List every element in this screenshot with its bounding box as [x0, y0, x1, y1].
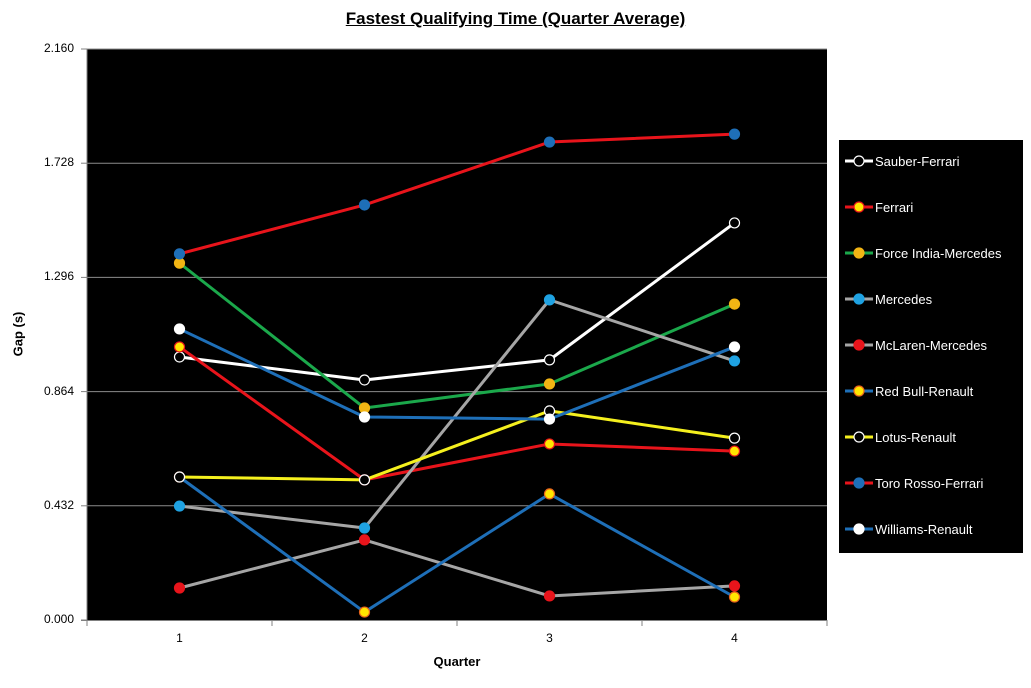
legend-marker-icon	[845, 335, 873, 355]
legend: Sauber-Ferrari Ferrari Force India-Mercede…	[839, 140, 1023, 553]
data-point-marker	[728, 355, 741, 367]
data-point-marker	[173, 471, 186, 483]
series-line	[179, 132, 735, 256]
series-line	[178, 261, 736, 410]
series-line	[178, 345, 735, 482]
data-point-marker	[358, 474, 371, 486]
data-point-marker	[358, 411, 371, 423]
y-tick-label: 0.432	[43, 497, 74, 512]
data-point-marker	[728, 298, 741, 310]
data-point-marker	[728, 432, 741, 444]
data-point-marker	[728, 580, 741, 592]
data-point-marker	[173, 341, 186, 353]
x-tick-label: 2	[361, 631, 368, 645]
data-point-marker	[173, 500, 186, 512]
data-point-marker	[543, 136, 556, 148]
x-tick-label: 3	[546, 631, 553, 645]
plot-area	[87, 49, 827, 620]
y-tick-label: 2.160	[43, 41, 74, 55]
data-point-marker	[543, 590, 556, 602]
data-point-marker	[358, 534, 371, 546]
series-line	[178, 327, 736, 421]
legend-marker-icon	[845, 243, 873, 263]
data-point-marker	[728, 128, 741, 140]
data-point-marker	[358, 199, 371, 211]
legend-item[interactable]: Ferrari	[845, 197, 913, 217]
legend-item[interactable]: McLaren-Mercedes	[845, 335, 987, 355]
chart-title: Fastest Qualifying Time (Quarter Average…	[345, 9, 686, 28]
legend-label: Force India-Mercedes	[875, 245, 1002, 261]
legend-label: McLaren-Mercedes	[875, 337, 987, 353]
series-line	[179, 298, 735, 530]
data-point-marker	[173, 351, 186, 363]
series-line	[178, 475, 736, 614]
legend-marker-icon	[845, 197, 873, 217]
data-point-marker	[358, 522, 371, 534]
data-point-marker	[728, 217, 741, 229]
data-point-marker	[358, 374, 371, 386]
data-point-marker	[543, 378, 556, 390]
series-line	[179, 538, 735, 598]
legend-label: Sauber-Ferrari	[875, 153, 960, 169]
data-point-marker	[728, 341, 741, 353]
legend-label: Williams-Renault	[875, 521, 973, 537]
data-point-marker	[173, 323, 186, 335]
data-point-marker	[728, 591, 741, 603]
y-tick-label: 1.296	[43, 269, 74, 284]
legend-marker-icon	[845, 381, 873, 401]
legend-label: Lotus-Renault	[875, 429, 956, 445]
data-point-marker	[543, 438, 556, 450]
data-point-marker	[173, 582, 186, 594]
x-tick-label: 4	[731, 631, 738, 645]
legend-item[interactable]: Force India-Mercedes	[845, 243, 1001, 263]
y-tick-label: 0.864	[43, 383, 74, 398]
legend-marker-icon	[845, 289, 873, 309]
legend-marker-icon	[845, 151, 873, 171]
legend-item[interactable]: Red Bull-Renault	[845, 381, 973, 401]
y-tick-label: 1.728	[43, 155, 74, 170]
legend-item[interactable]: Mercedes	[845, 289, 932, 309]
y-tick-label: 0.000	[43, 612, 74, 626]
data-point-marker	[543, 354, 556, 366]
y-axis-label: Gap (s)	[10, 311, 26, 357]
legend-item[interactable]: Williams-Renault	[845, 519, 973, 539]
legend-item[interactable]: Sauber-Ferrari	[845, 151, 960, 171]
legend-marker-icon	[845, 473, 873, 493]
x-axis-label: Quarter	[433, 654, 481, 669]
data-point-marker	[173, 248, 186, 260]
legend-label: Red Bull-Renault	[875, 383, 974, 399]
data-point-marker	[173, 257, 186, 269]
series-line	[179, 221, 736, 382]
x-tick-label: 1	[176, 631, 183, 645]
legend-item[interactable]: Lotus-Renault	[845, 427, 956, 447]
data-point-marker	[543, 413, 556, 425]
series-line	[179, 409, 735, 482]
data-point-marker	[543, 294, 556, 306]
data-point-marker	[543, 488, 556, 500]
legend-item[interactable]: Toro Rosso-Ferrari	[845, 473, 983, 493]
legend-marker-icon	[845, 427, 873, 447]
legend-label: Ferrari	[875, 199, 914, 215]
legend-label: Mercedes	[875, 291, 933, 307]
legend-marker-icon	[845, 519, 873, 539]
data-point-marker	[358, 606, 371, 618]
legend-label: Toro Rosso-Ferrari	[875, 475, 984, 491]
data-point-marker	[728, 445, 741, 457]
